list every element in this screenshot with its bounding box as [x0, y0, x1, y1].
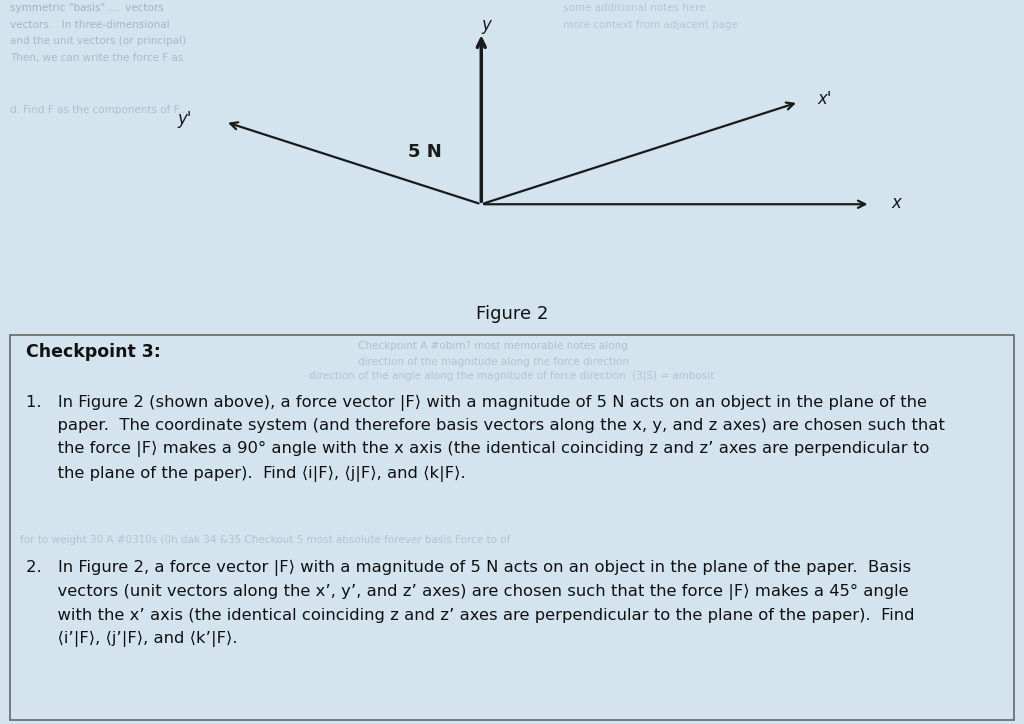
Text: vectors.   In three-dimensional: vectors. In three-dimensional: [10, 20, 170, 30]
Text: 2. In Figure 2, a force vector |F⟩ with a magnitude of 5 N acts on an object in : 2. In Figure 2, a force vector |F⟩ with …: [26, 560, 914, 647]
Text: some additional notes here: some additional notes here: [563, 4, 706, 13]
Text: direction of the angle along the magnitude of force direction  (3|S) = ambosit: direction of the angle along the magnitu…: [309, 371, 715, 382]
Text: and the unit vectors (or principal): and the unit vectors (or principal): [10, 36, 186, 46]
Text: direction of the magnitude along the force direction: direction of the magnitude along the for…: [358, 357, 630, 367]
Text: y: y: [481, 16, 492, 34]
Text: more context from adjacent page: more context from adjacent page: [563, 20, 738, 30]
Text: Checkpoint A #obim? most memorable notes along: Checkpoint A #obim? most memorable notes…: [358, 341, 629, 351]
Text: d. Find F as the components of F...: d. Find F as the components of F...: [10, 106, 188, 115]
Text: Figure 2: Figure 2: [476, 305, 548, 323]
Text: Then, we can write the force F as: Then, we can write the force F as: [10, 53, 183, 63]
Text: symmetric "basis" ...  vectors: symmetric "basis" ... vectors: [10, 4, 164, 13]
Text: for to weight 30 A #0310s (0h dak 34 &35 Checkout 5 most absolute forever basis : for to weight 30 A #0310s (0h dak 34 &35…: [20, 534, 511, 544]
Text: 5 N: 5 N: [409, 143, 441, 161]
Text: x': x': [817, 90, 831, 108]
Text: x: x: [891, 193, 901, 211]
Text: y': y': [177, 109, 191, 127]
Text: Checkpoint 3:: Checkpoint 3:: [26, 343, 161, 361]
Text: 1. In Figure 2 (shown above), a force vector |F⟩ with a magnitude of 5 N acts on: 1. In Figure 2 (shown above), a force ve…: [26, 395, 944, 481]
